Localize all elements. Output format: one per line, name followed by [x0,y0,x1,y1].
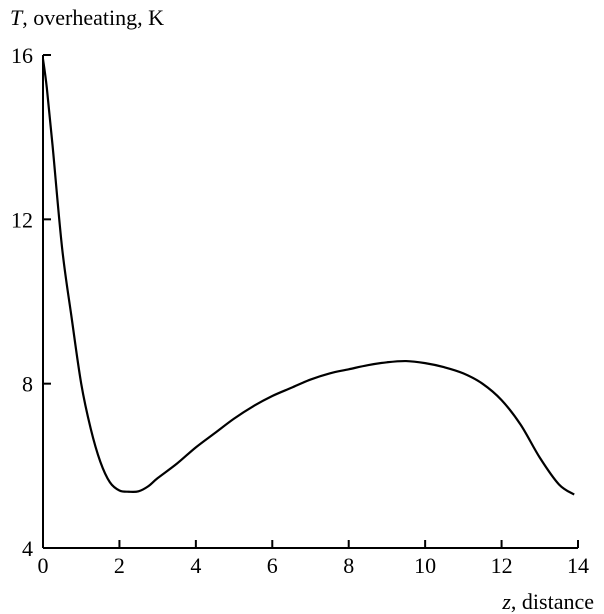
x-tick-label: 0 [38,553,49,578]
x-tick-label: 2 [114,553,125,578]
ticks: 0 2 4 6 8 10 12 14 4 8 12 16 [11,43,589,578]
y-tick-label: 8 [22,372,33,397]
series-group [41,58,575,496]
y-tick-label: 4 [22,536,33,561]
x-axis-label: z, distance [501,589,594,614]
x-tick-label: 4 [190,553,201,578]
series-line [41,58,575,496]
x-tick-label: 12 [491,553,513,578]
y-tick-label: 12 [11,207,33,232]
y-axis-label: T, overheating, K [10,5,164,30]
x-tick-label: 14 [567,553,589,578]
x-tick-label: 6 [267,553,278,578]
x-axis-label-text: , distance [511,589,594,614]
axes [42,55,578,549]
x-tick-label: 10 [414,553,436,578]
x-axis-variable: z [501,589,511,614]
x-tick-label: 8 [343,553,354,578]
y-axis-label-text: , overheating, K [22,5,164,30]
y-tick-label: 16 [11,43,33,68]
y-axis-variable: T [10,5,24,30]
